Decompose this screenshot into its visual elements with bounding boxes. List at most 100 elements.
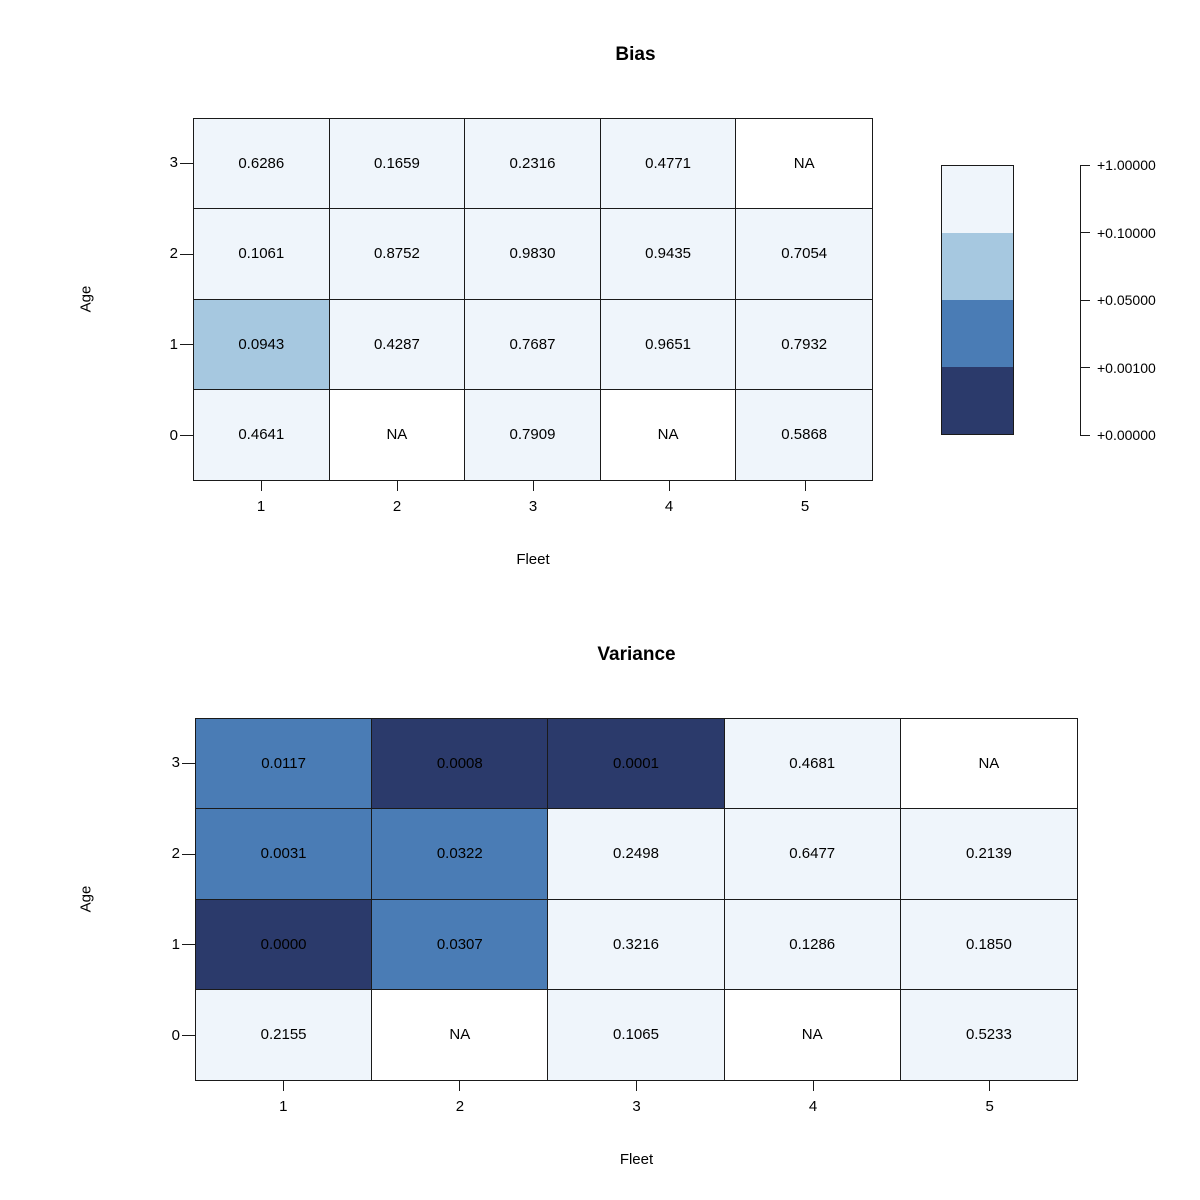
heatmap-cell: 0.0322 — [372, 809, 549, 900]
bias-heatmap: Bias 0.6286 0.1659 0.2316 0.4771 NA 0.1061 0.8… — [77, 44, 1156, 568]
x-axis-tick — [636, 1081, 637, 1091]
x-axis-tick-label: 5 — [800, 498, 810, 515]
legend-tick-label: +0.00000 — [1097, 427, 1156, 443]
x-axis-tick-label: 5 — [985, 1098, 994, 1115]
heatmap-cell: 0.5233 — [900, 989, 1077, 1080]
heatmap-cell: 0.1065 — [548, 989, 725, 1080]
heatmap-cell: NA — [600, 389, 737, 480]
y-axis-tick-label: 3 — [169, 154, 178, 172]
x-axis-tick — [282, 1081, 284, 1091]
heatmap-cell: 0.0000 — [196, 899, 373, 990]
y-axis-tick — [182, 1035, 195, 1037]
legend-tick-label: +1.00000 — [1097, 157, 1156, 173]
chart-title: Bias — [615, 44, 656, 65]
y-axis-tick — [180, 344, 193, 346]
heatmap-cell: 0.4287 — [329, 299, 466, 390]
legend-color-segment — [942, 233, 1013, 300]
x-axis-tick-label: 3 — [632, 1098, 641, 1115]
heatmap-cell: 0.0943 — [194, 299, 330, 390]
legend-tick — [1080, 164, 1090, 166]
y-axis-label: Age — [77, 885, 95, 913]
heatmap-cell: 0.0031 — [196, 809, 373, 900]
heatmap-cell: 0.1659 — [329, 119, 466, 210]
legend-tick — [1080, 367, 1090, 368]
heatmap-cell: 0.4771 — [600, 119, 737, 210]
heatmap-cell: 0.9651 — [600, 299, 737, 390]
heatmap-cell: 0.8752 — [329, 209, 466, 300]
heatmap-cell: 0.9435 — [600, 209, 737, 300]
x-axis-tick-label: 1 — [256, 498, 266, 515]
x-axis-tick-label: 1 — [279, 1098, 288, 1115]
y-axis-tick-label: 3 — [171, 754, 180, 772]
heatmap-cell: NA — [900, 719, 1077, 810]
heatmap-cell: 0.5868 — [736, 389, 872, 480]
legend-color-segment — [942, 367, 1013, 434]
y-axis-tick — [182, 762, 195, 764]
y-axis-tick-label: 1 — [171, 935, 180, 953]
x-axis-tick — [532, 481, 534, 491]
heatmap-cell: 0.0001 — [548, 719, 725, 810]
legend-color-segment — [942, 300, 1013, 367]
y-axis-tick-label: 0 — [169, 426, 178, 444]
x-axis-tick-label: 4 — [664, 498, 674, 515]
legend-tick-label: +0.00100 — [1097, 359, 1156, 376]
heatmap-cell: 0.4641 — [194, 389, 330, 480]
x-axis-tick-label: 2 — [392, 498, 402, 515]
heatmap-cell: 0.2155 — [196, 989, 373, 1080]
heatmap-cell: 0.2498 — [548, 809, 725, 900]
x-axis-tick — [459, 1081, 461, 1091]
x-axis-tick-label: 2 — [455, 1098, 465, 1115]
heatmap-cell: 0.0307 — [372, 899, 549, 990]
heatmap-cell: 0.0117 — [196, 719, 373, 810]
heatmap-cell: 0.4681 — [724, 719, 901, 810]
heatmap-grid: 0.0117 0.0008 0.0001 0.4681 NA 0.0031 0.0322 0.… — [195, 718, 1078, 1081]
heatmap-cell: 0.7054 — [736, 209, 872, 300]
heatmap-cell: 0.1061 — [194, 209, 330, 300]
y-axis-tick-label: 2 — [169, 245, 178, 263]
y-axis-tick — [182, 944, 195, 946]
heatmap-cell: 0.3216 — [548, 899, 725, 990]
heatmap-cell: 0.6477 — [724, 809, 901, 900]
x-axis-tick — [804, 481, 806, 491]
heatmap-cell: 0.7687 — [465, 299, 601, 390]
legend-color-segment — [942, 166, 1013, 233]
y-axis-tick-label: 1 — [169, 335, 178, 353]
y-axis-tick — [180, 253, 193, 255]
x-axis-tick — [668, 481, 670, 491]
legend-tick — [1080, 434, 1090, 436]
heatmap-cell: 0.7932 — [736, 299, 872, 390]
heatmap-cell: 0.7909 — [465, 389, 601, 480]
x-axis-label: Fleet — [516, 551, 550, 568]
heatmap-cell: 0.0008 — [372, 719, 549, 810]
heatmap-grid: 0.6286 0.1659 0.2316 0.4771 NA 0.1061 0.8752 0.… — [193, 118, 873, 481]
heatmap-cell: 0.1286 — [724, 899, 901, 990]
x-axis-tick — [396, 481, 398, 491]
heatmap-cell: 0.6286 — [194, 119, 330, 210]
x-axis-tick-label: 3 — [528, 498, 538, 515]
legend-tick — [1080, 299, 1090, 301]
legend-tick — [1080, 232, 1090, 233]
heatmap-cell: 0.2139 — [900, 809, 1077, 900]
y-axis-tick-label: 2 — [171, 845, 180, 863]
x-axis-tick — [260, 481, 262, 491]
x-axis-tick — [989, 1081, 991, 1091]
heatmap-cell: 0.2316 — [465, 119, 601, 210]
y-axis-tick-label: 0 — [171, 1026, 180, 1044]
x-axis-tick-label: 4 — [808, 1098, 818, 1115]
heatmap-cell: NA — [736, 119, 872, 210]
y-axis-tick — [180, 435, 193, 437]
variance-heatmap: Variance 0.0117 0.0008 0.0001 0.4681 NA 0.003… — [0, 600, 1200, 1200]
y-axis-label: Age — [77, 285, 95, 313]
x-axis-tick — [812, 1081, 814, 1091]
heatmap-cell: NA — [372, 989, 549, 1080]
chart-title: Variance — [597, 644, 676, 665]
heatmap-cell: NA — [329, 389, 466, 480]
heatmap-cell: NA — [724, 989, 901, 1080]
y-axis-tick — [180, 162, 193, 164]
heatmap-cell: 0.1850 — [900, 899, 1077, 990]
legend-tick-label: +0.05000 — [1097, 292, 1156, 308]
legend-tick-label: +0.10000 — [1097, 224, 1156, 241]
color-legend-bar — [941, 165, 1014, 435]
y-axis-tick — [182, 853, 195, 855]
